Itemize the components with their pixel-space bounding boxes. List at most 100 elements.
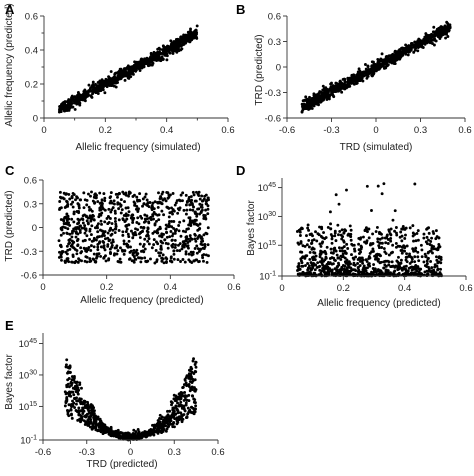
- panel-e-point: [189, 377, 192, 381]
- panel-c-point: [169, 255, 173, 259]
- panel-d-point: [379, 241, 383, 245]
- panel-e-point: [67, 385, 71, 389]
- panel-c-point: [103, 196, 107, 200]
- panel-e-point: [178, 397, 182, 401]
- panel-d-point: [371, 247, 375, 251]
- panel-c-point: [184, 250, 188, 254]
- panel-e-point: [166, 417, 170, 421]
- panel-d-point: [426, 272, 430, 276]
- panel-e-point: [98, 418, 102, 422]
- panel-d-point: [363, 228, 367, 232]
- panel-d-point: [326, 225, 330, 229]
- panel-c-point: [206, 212, 210, 216]
- panel-b-x-tick-label: -0.3: [323, 125, 339, 136]
- panel-a-point: [64, 107, 68, 111]
- panel-e-point: [181, 413, 185, 417]
- panel-a-point: [85, 94, 89, 98]
- panel-d-point: [352, 263, 356, 267]
- panel-c-point: [152, 210, 156, 214]
- panel-c-point: [189, 236, 193, 240]
- panel-c-point: [118, 257, 122, 261]
- panel-c-point: [178, 220, 182, 224]
- panel-d-point: [405, 244, 409, 248]
- panel-d-point: [359, 244, 363, 248]
- panel-a-point: [112, 84, 116, 88]
- panel-d-point: [331, 262, 335, 266]
- panel-a-point: [104, 77, 108, 81]
- panel-c-point: [82, 226, 86, 230]
- panel-a-letter: A: [5, 2, 15, 17]
- panel-d-point: [439, 267, 443, 271]
- panel-d-point: [400, 251, 404, 255]
- panel-c-point: [66, 227, 70, 231]
- panel-d-point: [309, 261, 313, 264]
- panel-a-point: [114, 79, 118, 83]
- panel-d-point: [437, 243, 441, 246]
- panel-e-point: [164, 429, 168, 433]
- panel-c-point: [163, 238, 167, 242]
- panel-e-point: [86, 407, 90, 411]
- panel-c-point: [135, 221, 139, 224]
- panel-e-point: [91, 408, 94, 411]
- panel-d-point: [377, 269, 381, 273]
- panel-c-point: [89, 208, 93, 211]
- panel-e-point: [193, 387, 197, 391]
- panel-c-point: [156, 201, 160, 205]
- panel-b-point: [405, 45, 409, 49]
- panel-c-point: [109, 210, 113, 214]
- panel-d-points: [295, 182, 443, 278]
- panel-b-point: [432, 30, 436, 34]
- panel-b-point: [330, 90, 333, 94]
- panel-b-point: [367, 70, 371, 74]
- panel-d-point: [387, 263, 391, 267]
- panel-e-point: [193, 363, 197, 366]
- panel-c-point: [152, 243, 156, 247]
- panel-e-point: [87, 411, 91, 415]
- panel-e-point: [171, 408, 175, 412]
- panel-b-point: [309, 104, 313, 107]
- panel-d-point: [416, 238, 420, 242]
- panel-c-point: [99, 254, 103, 258]
- panel-c-point: [115, 244, 119, 248]
- panel-c-point: [76, 232, 80, 236]
- panel-d-point: [396, 264, 400, 268]
- panel-c-point: [182, 245, 186, 249]
- panel-c-point: [152, 238, 156, 242]
- panel-d-point: [307, 238, 311, 242]
- panel-b-point: [382, 61, 386, 65]
- panel-c-point: [113, 209, 117, 213]
- panel-d-point: [352, 257, 356, 261]
- panel-c-point: [188, 222, 192, 226]
- panel-c-point: [135, 195, 139, 199]
- panel-d-point: [436, 267, 440, 271]
- panel-c-point: [131, 236, 135, 240]
- panel-c-point: [116, 249, 120, 253]
- panel-b-point: [361, 73, 365, 77]
- panel-c-point: [203, 243, 207, 246]
- panel-c-point: [88, 257, 92, 261]
- panel-c-point: [138, 242, 142, 246]
- panel-e-point: [124, 437, 128, 440]
- panel-c-point: [186, 241, 190, 244]
- panel-e-point: [134, 436, 138, 440]
- panel-d-point: [406, 270, 410, 274]
- panel-c-point: [204, 202, 208, 206]
- panel-c-point: [143, 213, 147, 217]
- panel-d-point: [346, 233, 350, 237]
- panel-c-point: [149, 218, 153, 222]
- panel-a-point: [155, 55, 159, 59]
- panel-c-point: [76, 202, 80, 206]
- panel-a-point: [70, 94, 74, 98]
- panel-c-point: [164, 261, 168, 264]
- panel-c-point: [124, 212, 128, 216]
- panel-c-point: [71, 205, 75, 209]
- panel-e-point: [155, 424, 159, 428]
- panel-d-point: [319, 249, 323, 253]
- panel-c-point: [110, 201, 114, 205]
- panel-c-point: [71, 200, 75, 204]
- panel-c-point: [122, 242, 126, 246]
- panel-c-point: [168, 219, 171, 223]
- panel-c-point: [181, 258, 185, 261]
- panel-c-point: [204, 199, 208, 203]
- panel-e-point: [101, 424, 105, 428]
